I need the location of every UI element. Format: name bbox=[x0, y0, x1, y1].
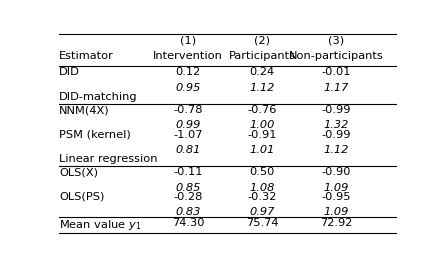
Text: Participants: Participants bbox=[229, 51, 295, 61]
Text: -0.95: -0.95 bbox=[321, 192, 351, 202]
Text: -0.99: -0.99 bbox=[321, 130, 351, 140]
Text: 0.12: 0.12 bbox=[175, 67, 201, 77]
Text: 0.85: 0.85 bbox=[175, 183, 201, 193]
Text: 74.30: 74.30 bbox=[172, 218, 204, 228]
Text: 1.17: 1.17 bbox=[323, 83, 349, 93]
Text: 72.92: 72.92 bbox=[320, 218, 352, 228]
Text: 1.08: 1.08 bbox=[249, 183, 275, 193]
Text: -0.99: -0.99 bbox=[321, 105, 351, 115]
Text: Mean value $y_1$: Mean value $y_1$ bbox=[59, 218, 141, 232]
Text: 0.97: 0.97 bbox=[249, 207, 275, 217]
Text: Intervention: Intervention bbox=[153, 51, 223, 61]
Text: 1.12: 1.12 bbox=[323, 145, 349, 155]
Text: 0.24: 0.24 bbox=[250, 67, 274, 77]
Text: 1.00: 1.00 bbox=[249, 120, 275, 130]
Text: (3): (3) bbox=[328, 36, 344, 46]
Text: -0.11: -0.11 bbox=[173, 167, 203, 177]
Text: 1.32: 1.32 bbox=[323, 120, 349, 130]
Text: -0.28: -0.28 bbox=[173, 192, 202, 202]
Text: 1.09: 1.09 bbox=[323, 207, 349, 217]
Text: Estimator: Estimator bbox=[59, 51, 114, 61]
Text: Linear regression: Linear regression bbox=[59, 154, 158, 164]
Text: (1): (1) bbox=[180, 36, 196, 46]
Text: NNM(4X): NNM(4X) bbox=[59, 105, 110, 115]
Text: (2): (2) bbox=[254, 36, 270, 46]
Text: PSM (kernel): PSM (kernel) bbox=[59, 130, 131, 140]
Text: -0.32: -0.32 bbox=[247, 192, 277, 202]
Text: 0.99: 0.99 bbox=[175, 120, 201, 130]
Text: -0.76: -0.76 bbox=[247, 105, 277, 115]
Text: OLS(X): OLS(X) bbox=[59, 167, 98, 177]
Text: 0.50: 0.50 bbox=[249, 167, 275, 177]
Text: 0.81: 0.81 bbox=[175, 145, 201, 155]
Text: 1.09: 1.09 bbox=[323, 183, 349, 193]
Text: 0.95: 0.95 bbox=[175, 83, 201, 93]
Text: -0.78: -0.78 bbox=[173, 105, 203, 115]
Text: 1.01: 1.01 bbox=[249, 145, 275, 155]
Text: Non-participants: Non-participants bbox=[289, 51, 383, 61]
Text: -1.07: -1.07 bbox=[173, 130, 203, 140]
Text: -0.90: -0.90 bbox=[321, 167, 351, 177]
Text: DID-matching: DID-matching bbox=[59, 92, 138, 102]
Text: 0.83: 0.83 bbox=[175, 207, 201, 217]
Text: DID: DID bbox=[59, 67, 80, 77]
Text: 75.74: 75.74 bbox=[246, 218, 278, 228]
Text: -0.91: -0.91 bbox=[247, 130, 277, 140]
Text: OLS(PS): OLS(PS) bbox=[59, 192, 104, 202]
Text: 1.12: 1.12 bbox=[249, 83, 275, 93]
Text: -0.01: -0.01 bbox=[321, 67, 351, 77]
